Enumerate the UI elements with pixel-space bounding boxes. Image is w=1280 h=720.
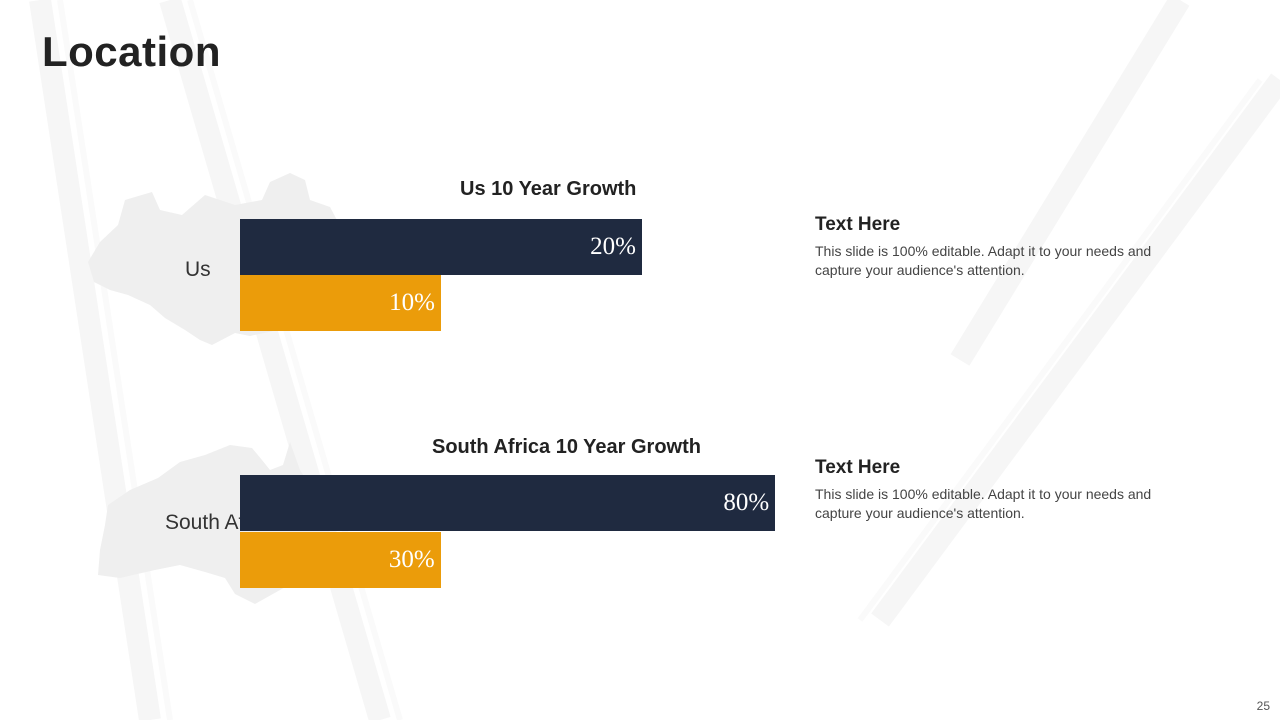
slide-title: Location xyxy=(42,28,221,75)
data-label: 80% xyxy=(723,489,770,516)
bar-us-dark: 20% xyxy=(240,219,642,275)
text-block-2: Text Here This slide is 100% editable. A… xyxy=(815,457,1195,523)
text-block-1: Text Here This slide is 100% editable. A… xyxy=(815,214,1195,280)
page-number: 25 xyxy=(1256,699,1270,713)
data-label: 10% xyxy=(389,289,435,316)
text-body: This slide is 100% editable. Adapt it to… xyxy=(815,486,1152,521)
text-heading: Text Here xyxy=(815,214,901,235)
data-label: 30% xyxy=(388,546,435,573)
bar-sa-dark: 80% xyxy=(240,475,776,531)
text-body: This slide is 100% editable. Adapt it to… xyxy=(815,243,1152,278)
text-heading: Text Here xyxy=(815,457,901,478)
data-label: 20% xyxy=(590,233,636,260)
bar-us-orange: 10% xyxy=(240,275,441,331)
chart-title-south-africa: South Africa 10 Year Growth xyxy=(432,436,701,458)
bar-sa-orange: 30% xyxy=(240,532,441,588)
chart-title-us: Us 10 Year Growth xyxy=(460,178,637,200)
us-map-label: Us xyxy=(185,258,211,281)
